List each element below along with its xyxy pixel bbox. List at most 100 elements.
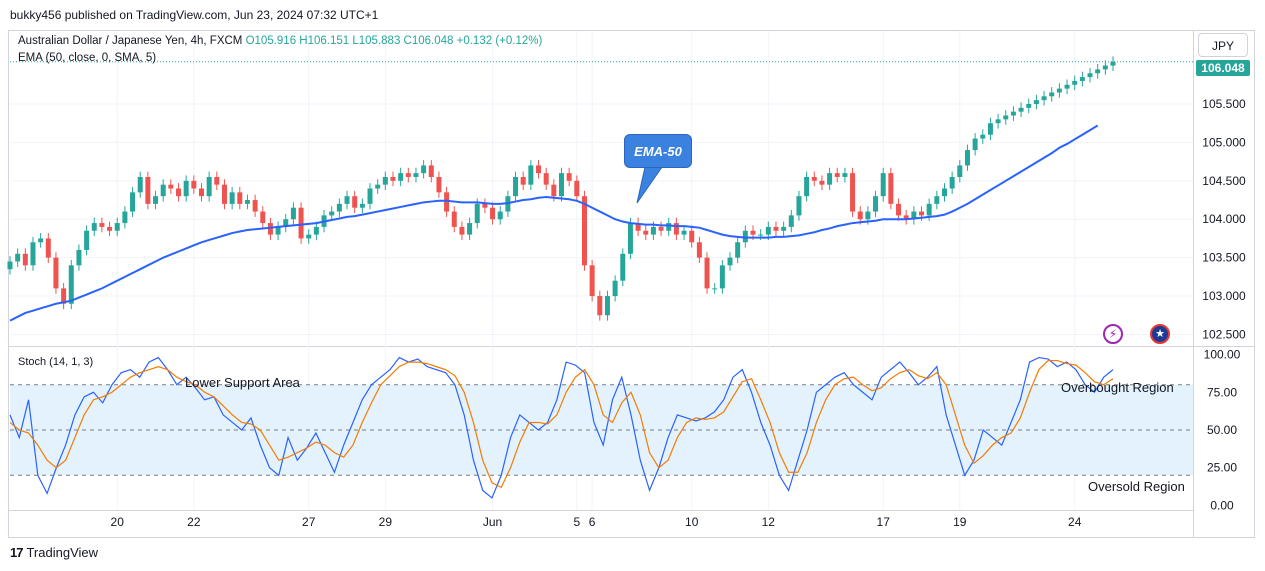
candle-body	[482, 203, 488, 208]
candle-body	[114, 223, 120, 231]
stoch-legend[interactable]: Stoch (14, 1, 3)	[18, 356, 94, 368]
time-tick-label: 24	[1068, 515, 1082, 529]
candle-body	[237, 192, 243, 204]
candle-body	[198, 188, 204, 197]
candle-body	[827, 173, 833, 185]
candle-body	[436, 176, 442, 193]
ohlc-open: O105.916	[245, 35, 297, 47]
candle-body	[513, 176, 519, 197]
candle-body	[68, 265, 74, 304]
candle-body	[45, 238, 51, 258]
ohlc-low: L105.883	[352, 35, 401, 47]
time-tick-label: 17	[877, 515, 891, 529]
candle-body	[107, 226, 113, 231]
candle-body	[696, 242, 702, 258]
candle-body	[597, 296, 603, 316]
candle-body	[574, 180, 580, 197]
candle-body	[673, 223, 679, 235]
time-tick-label: 29	[379, 515, 393, 529]
time-tick-label: 10	[685, 515, 699, 529]
australia-flag-icon[interactable]: ★	[1150, 324, 1170, 344]
candle-body	[30, 242, 36, 266]
chart-frame	[8, 30, 1255, 538]
candle-body	[903, 215, 909, 220]
candle-body	[926, 203, 932, 216]
candle-body	[61, 288, 67, 304]
stoch-d-line	[9, 359, 1114, 489]
candle-body	[735, 242, 741, 258]
candle-body	[221, 184, 227, 204]
candle-body	[38, 238, 44, 243]
candle-body	[880, 173, 886, 197]
candle-body	[344, 196, 350, 204]
candle-body	[712, 288, 718, 290]
candle-body	[666, 223, 672, 231]
candle-body	[987, 123, 993, 135]
ema-legend[interactable]: EMA (50, close, 0, SMA, 5)	[18, 52, 157, 64]
candle-body	[781, 226, 787, 231]
candle-body	[857, 211, 863, 220]
candle-body	[413, 173, 419, 177]
candle-body	[1018, 107, 1024, 112]
time-tick-label: 27	[302, 515, 316, 529]
candle-body	[896, 203, 902, 216]
candle-body	[444, 192, 450, 212]
time-tick-label: 5	[573, 515, 580, 529]
candle-body	[1049, 92, 1055, 97]
candle-body	[919, 211, 925, 216]
lightning-icon[interactable]: ⚡	[1103, 324, 1123, 344]
price-tick-label: 103.000	[1202, 289, 1246, 303]
candle-body	[689, 230, 695, 243]
candle-body	[536, 165, 542, 174]
candle-body	[612, 280, 618, 297]
candle-body	[704, 257, 710, 289]
candle-body	[405, 173, 411, 177]
candle-body	[949, 176, 955, 189]
candle-body	[957, 165, 963, 177]
candle-body	[581, 196, 587, 266]
candle-body	[765, 226, 771, 235]
ohlc-change: +0.132 (+0.12%)	[456, 35, 543, 47]
candle-body	[627, 223, 633, 254]
candle-body	[390, 176, 396, 181]
candle-body	[84, 230, 90, 250]
candle-body	[819, 180, 825, 185]
time-tick-label: 20	[111, 515, 125, 529]
candle-body	[306, 234, 312, 239]
candle-body	[168, 184, 174, 189]
price-tick-label: 103.500	[1202, 251, 1246, 265]
symbol-legend: Australian Dollar / Japanese Yen, 4h, FX…	[18, 35, 542, 47]
ohlc-close: C106.048	[403, 35, 454, 47]
candle-body	[421, 165, 427, 174]
candle-body	[604, 296, 610, 316]
ema-50-line	[9, 124, 1099, 322]
candle-body	[313, 226, 319, 235]
candle-body	[252, 200, 258, 212]
candle-body	[1026, 103, 1032, 108]
candle-body	[727, 257, 733, 266]
candle-body	[1041, 96, 1047, 101]
candle-body	[490, 207, 496, 220]
brand-name: TradingView	[26, 545, 99, 560]
stoch-tick-label: 75.00	[1207, 385, 1237, 399]
candle-body	[459, 226, 465, 235]
candle-body	[865, 211, 871, 220]
candle-body	[382, 176, 388, 185]
price-tick-label: 105.000	[1202, 135, 1246, 149]
candle-body	[290, 207, 296, 220]
candle-body	[1079, 77, 1085, 81]
footer-brand[interactable]: 17 TradingView	[10, 545, 98, 560]
candle-body	[559, 173, 564, 197]
candle-body	[375, 184, 381, 189]
candle-body	[650, 226, 656, 235]
candle-body	[122, 211, 128, 224]
candle-body	[934, 196, 940, 204]
last-price-tag: 106.048	[1196, 60, 1250, 76]
currency-button[interactable]: JPY	[1198, 33, 1248, 57]
candle-body	[528, 165, 534, 185]
candle-body	[176, 188, 182, 197]
candle-body	[758, 234, 764, 236]
candle-body	[964, 150, 970, 166]
candle-body	[191, 180, 197, 189]
